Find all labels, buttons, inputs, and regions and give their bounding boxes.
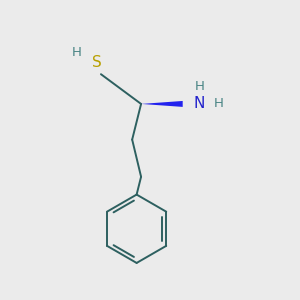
- Text: S: S: [92, 55, 101, 70]
- Text: H: H: [213, 98, 223, 110]
- Text: H: H: [72, 46, 82, 59]
- Polygon shape: [141, 101, 183, 107]
- Text: N: N: [194, 96, 205, 111]
- Text: H: H: [195, 80, 205, 93]
